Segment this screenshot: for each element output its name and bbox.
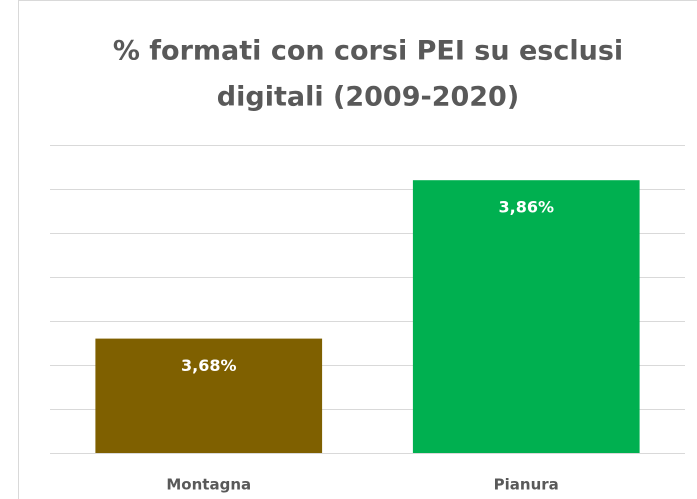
bar: [412, 180, 640, 453]
chart-title: % formati con corsi PEI su esclusi: [113, 36, 623, 67]
data-label: 3,86%: [498, 198, 554, 217]
x-tick-label: Montagna: [166, 476, 251, 494]
bar: [95, 338, 323, 453]
chart-title: digitali (2009-2020): [217, 82, 519, 113]
x-tick-label: Pianura: [494, 476, 559, 494]
data-label: 3,68%: [181, 356, 237, 375]
